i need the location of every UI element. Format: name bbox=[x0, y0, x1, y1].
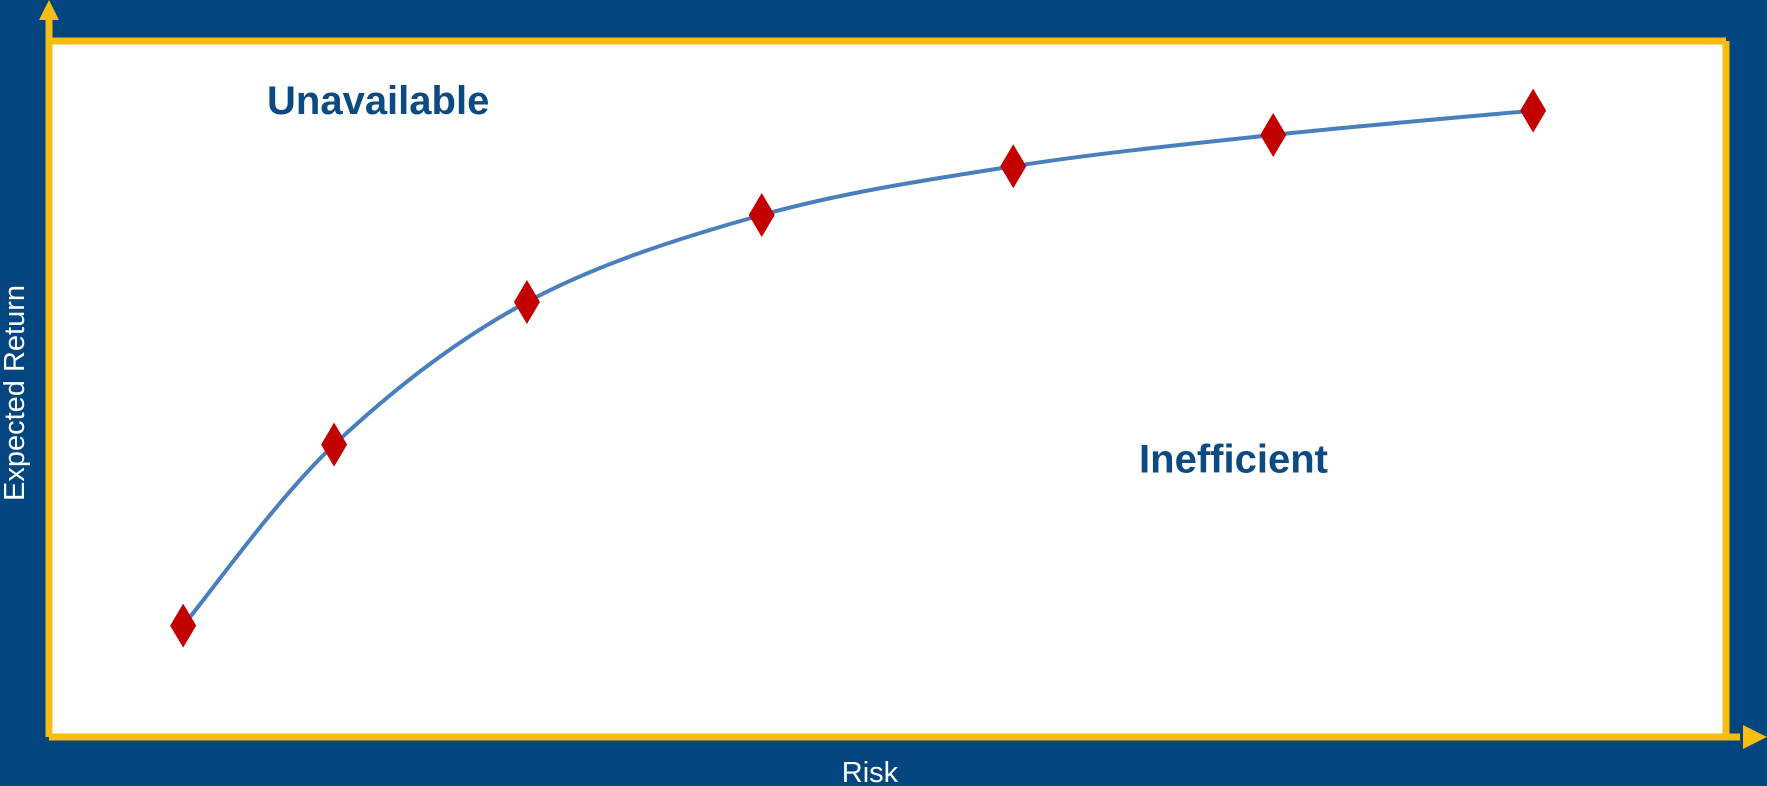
chart-marks bbox=[170, 88, 1547, 648]
x-axis-title: Risk bbox=[842, 757, 899, 786]
annotation-inefficient: Inefficient bbox=[1139, 438, 1328, 482]
y-axis-arrowhead bbox=[39, 0, 59, 20]
data-point-1 bbox=[170, 603, 197, 648]
plot-area bbox=[49, 41, 1726, 737]
data-point-5 bbox=[1000, 144, 1027, 189]
data-point-6 bbox=[1260, 112, 1287, 157]
chart-axes bbox=[39, 0, 1767, 749]
annotation-unavailable: Unavailable bbox=[267, 79, 489, 123]
data-point-2 bbox=[321, 422, 348, 467]
x-axis-arrowhead bbox=[1743, 725, 1767, 749]
y-axis-title: Expected Return bbox=[0, 285, 31, 501]
data-point-4 bbox=[748, 193, 775, 237]
data-point-3 bbox=[513, 280, 540, 324]
data-point-7 bbox=[1520, 88, 1547, 133]
